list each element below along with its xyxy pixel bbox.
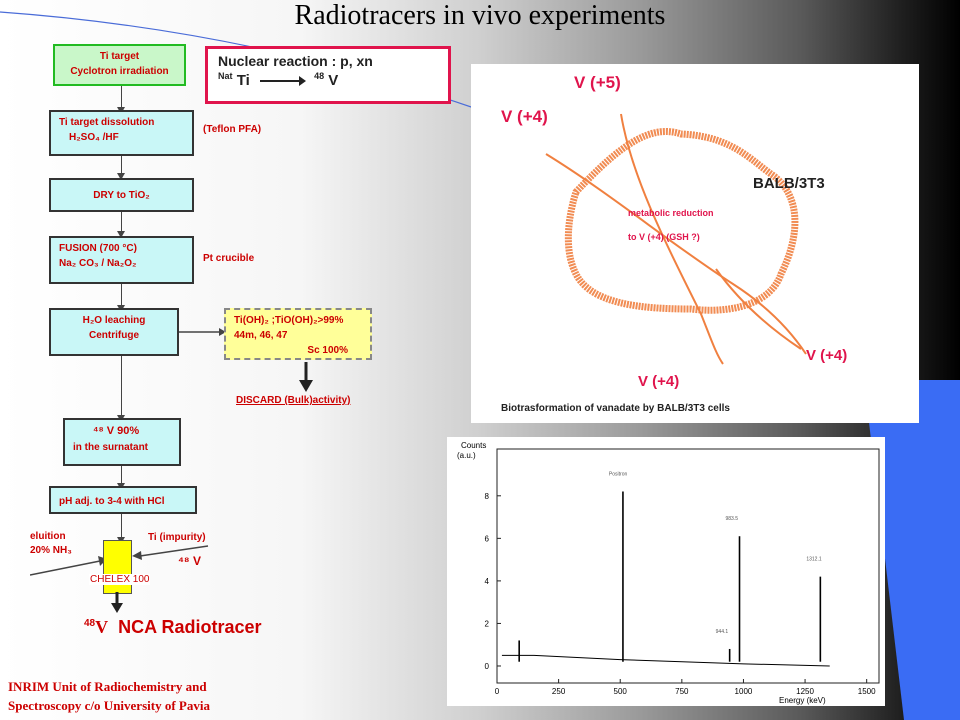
x-tick-label: 1000 <box>735 687 753 696</box>
flow-step-fusion: FUSION (700 °C) Na₂ CO₃ / Na₂O₂ <box>49 236 194 284</box>
residue-line1: Ti(OH)₂ ;TiO(OH)₂>99% <box>234 315 344 326</box>
elution-line1: eluition <box>30 531 66 542</box>
peak-label: 1312.1 <box>806 557 822 563</box>
flow-arrow <box>117 284 125 312</box>
label-v5: V (+5) <box>574 73 621 92</box>
flow-step-irradiation: Ti target Cyclotron irradiation <box>53 44 186 86</box>
flow-arrow <box>117 514 125 544</box>
slide-title: Radiotracers in vivo experiments <box>294 0 666 31</box>
x-axis-label: Energy (keV) <box>779 696 826 705</box>
reduction-line2: to V (+4) (GSH ?) <box>628 232 700 242</box>
label-v4-bottom: V (+4) <box>638 373 679 390</box>
flow-arrow <box>117 86 125 114</box>
y-axis-label-line1: Counts <box>461 441 486 450</box>
y-tick-label: 0 <box>485 662 490 671</box>
flow-step-fusion-line1: FUSION (700 °C) <box>59 243 137 254</box>
reaction-arrow <box>259 76 306 87</box>
peak-label: 983.5 <box>726 516 739 522</box>
flow-arrow <box>117 156 125 180</box>
flow-step-fusion-line2: Na₂ CO₃ / Na₂O₂ <box>59 258 137 269</box>
reaction-equation: Nat Ti 48 V <box>218 71 438 89</box>
gamma-spectrum-chart: Counts (a.u.) Energy (keV) 0 250 500 750 100… <box>457 441 880 705</box>
v48-note: ⁴⁸ V <box>178 554 201 568</box>
elution-note: eluition 20% NH₃ <box>30 530 72 558</box>
impurity-note: Ti (impurity) <box>148 532 206 543</box>
flow-step-dissolution: Ti target dissolution H₂SO₄ /HF <box>49 110 194 156</box>
spectrum-baseline <box>501 654 830 667</box>
y-tick-label: 4 <box>485 577 490 586</box>
label-v4-top: V (+4) <box>501 107 548 126</box>
flow-step-dry-label: DRY to TiO₂ <box>93 190 150 201</box>
x-tick-label: 1500 <box>858 687 876 696</box>
final-product-sup: 48 <box>84 618 96 629</box>
crucible-note: Pt crucible <box>203 253 255 264</box>
x-tick-label: 750 <box>675 687 689 696</box>
label-v4-right: V (+4) <box>806 347 847 364</box>
flow-step-irradiation-line2: Cyclotron irradiation <box>70 66 169 77</box>
x-tick-label: 500 <box>614 687 628 696</box>
footer-credits: INRIM Unit of Radiochemistry and Spectro… <box>8 678 210 716</box>
peak-label: Positron <box>609 472 628 478</box>
x-tick-label: 250 <box>552 687 566 696</box>
flow-step-surnatant: ⁴⁸ V 90% in the surnatant <box>63 418 181 466</box>
reaction-heading: Nuclear reaction : p, xn <box>218 53 373 69</box>
flow-step-dissolution-line1: Ti target dissolution <box>59 117 155 128</box>
flow-step-ph: pH adj. to 3-4 with HCl <box>49 486 197 514</box>
impurity-arrow <box>132 545 209 560</box>
flow-step-surnatant-line2: in the surnatant <box>73 441 149 453</box>
final-product-v: V <box>95 617 109 637</box>
final-product-text: NCA Radiotracer <box>118 617 262 637</box>
reduction-line1: metabolic reduction <box>628 208 714 218</box>
flow-step-dry: DRY to TiO₂ <box>49 178 194 212</box>
final-arrow <box>111 592 123 613</box>
cell-drawing: V (+5) V (+4) BALB/3T3 metabolic reducti… <box>501 73 847 414</box>
teflon-note: (Teflon PFA) <box>203 124 262 135</box>
flow-arrow <box>117 466 125 490</box>
reaction-target: Ti <box>236 72 250 89</box>
flow-step-leaching: H₂O leaching Centrifuge <box>49 308 179 356</box>
residue-line2: 44m, 46, 47 <box>234 330 288 341</box>
discard-label: DISCARD (Bulk)activity) <box>236 395 351 406</box>
bio-caption: Biotrasformation of vanadate by BALB/3T3… <box>501 403 730 414</box>
flow-step-dissolution-line2: H₂SO₄ /HF <box>69 132 119 143</box>
y-tick-label: 8 <box>485 492 490 501</box>
peak-label: 944.1 <box>716 629 729 635</box>
flow-step-ph-label: pH adj. to 3-4 with HCl <box>59 496 165 507</box>
y-axis-label-line2: (a.u.) <box>457 451 476 460</box>
flow-arrow <box>117 212 125 238</box>
y-tick-label: 2 <box>485 619 490 628</box>
chelex-label: CHELEX 100 <box>89 574 151 585</box>
arrow-to-residue <box>179 328 226 336</box>
reaction-target-sup: Nat <box>218 71 233 81</box>
flow-step-leaching-line2: Centrifuge <box>89 330 139 341</box>
footer-line1: INRIM Unit of Radiochemistry and <box>8 679 207 694</box>
reaction-product-sup: 48 <box>314 71 325 81</box>
elution-line2: 20% NH₃ <box>30 545 72 556</box>
final-product: 48V NCA Radiotracer <box>84 617 262 638</box>
residue-box: Ti(OH)₂ ;TiO(OH)₂>99% 44m, 46, 47 Sc 100… <box>224 308 372 360</box>
x-tick-label: 1250 <box>796 687 814 696</box>
flow-step-surnatant-line1: ⁴⁸ V 90% <box>93 425 140 437</box>
flow-step-leaching-line1: H₂O leaching <box>82 315 146 326</box>
x-tick-label: 0 <box>495 687 500 696</box>
label-cell-line: BALB/3T3 <box>753 175 825 192</box>
plot-frame <box>496 448 880 684</box>
chelex-column <box>103 540 132 594</box>
y-tick-label: 6 <box>485 534 490 543</box>
nuclear-reaction-box: Nuclear reaction : p, xn Nat Ti 48 V <box>205 46 451 104</box>
gamma-spectrum-panel: Counts (a.u.) Energy (keV) 0 250 500 750 100… <box>447 437 885 706</box>
flow-arrow <box>117 356 125 422</box>
discard-arrow <box>299 362 313 392</box>
reaction-product: V <box>328 72 339 89</box>
footer-line2: Spectroscopy c/o University of Pavia <box>8 697 210 713</box>
biotransformation-panel: V (+5) V (+4) BALB/3T3 metabolic reducti… <box>471 64 919 423</box>
flow-step-irradiation-line1: Ti target <box>99 51 140 62</box>
residue-line3: Sc 100% <box>307 345 348 356</box>
